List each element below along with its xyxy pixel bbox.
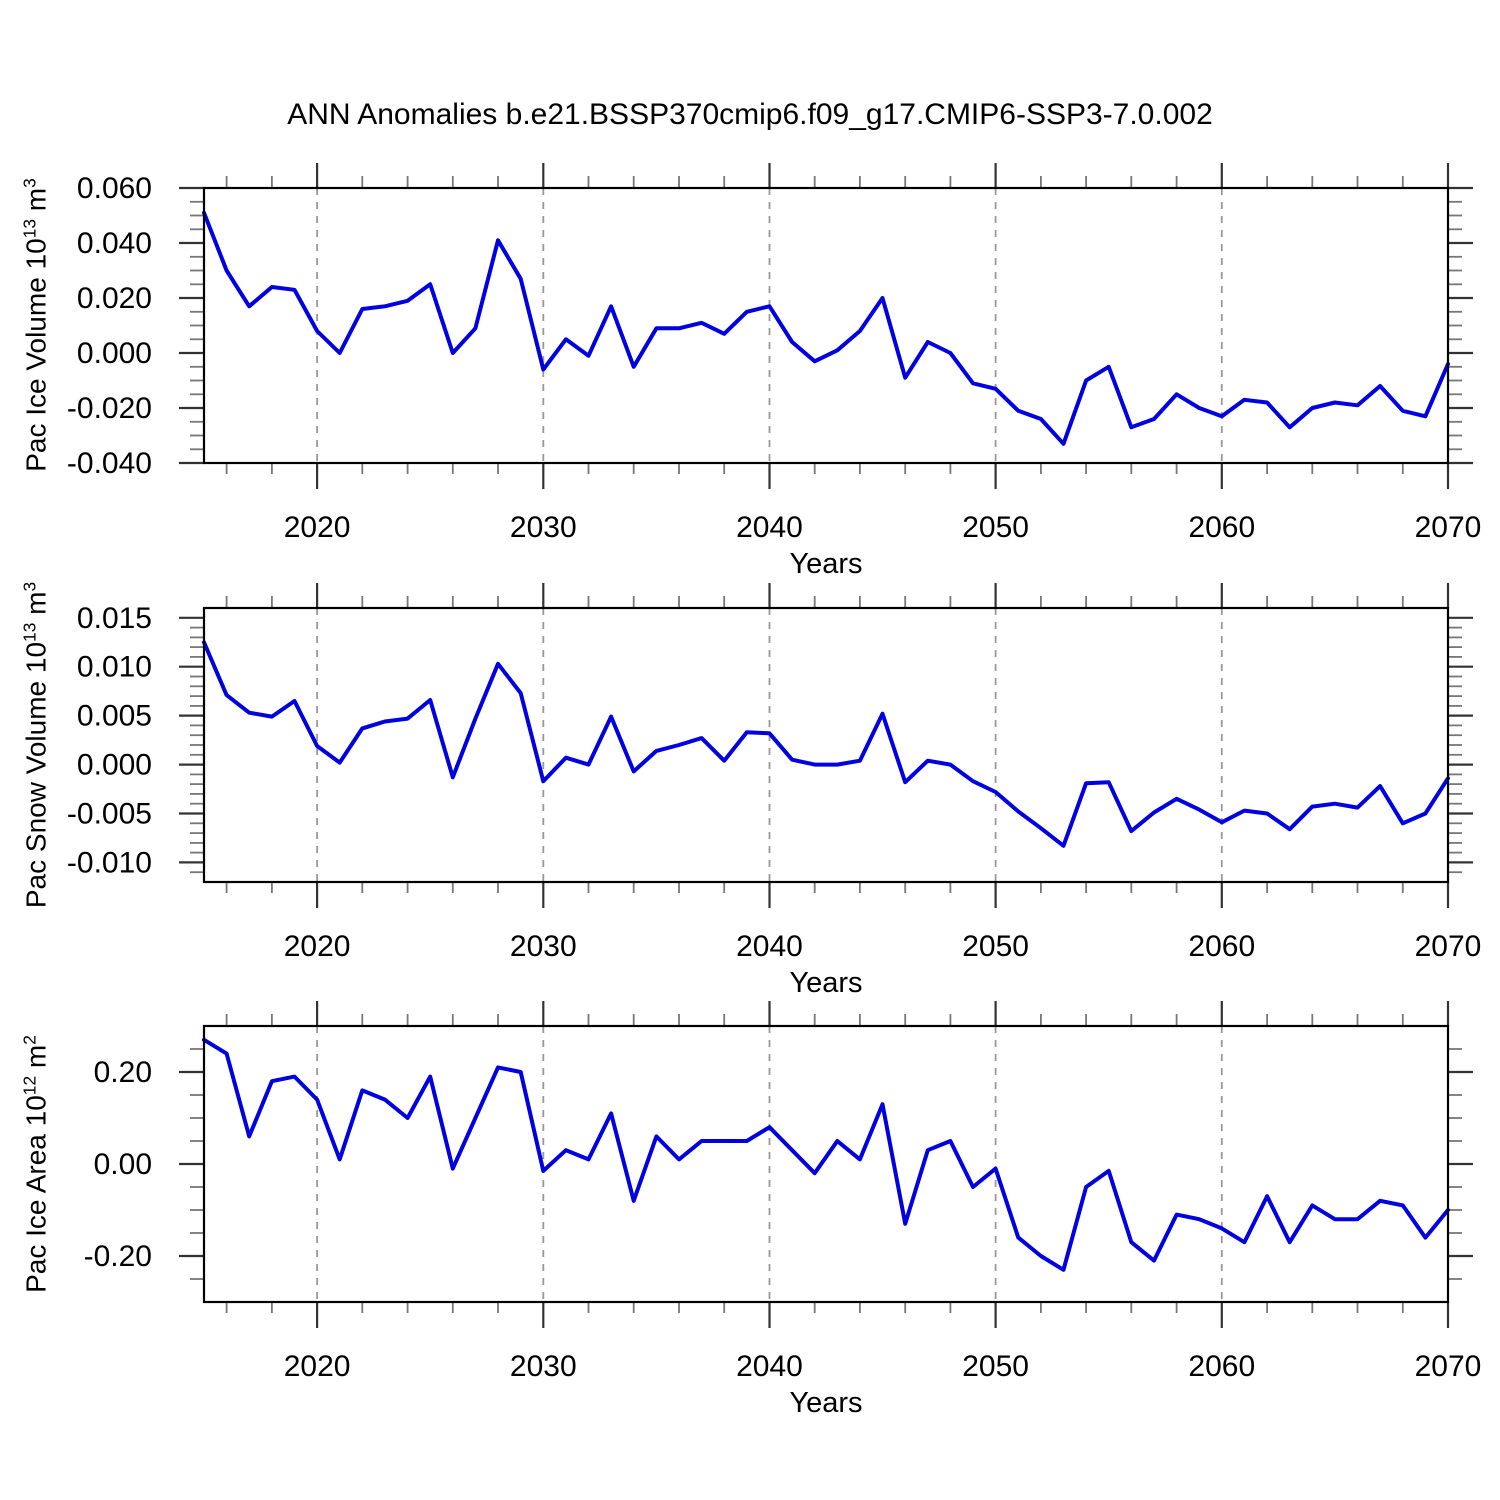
y-axis-label-exponent: 12	[19, 1075, 40, 1096]
y-axis-label-text: Pac Ice Volume 10	[20, 238, 52, 472]
x-tick-label: 2070	[1415, 930, 1482, 963]
x-tick-label: 2070	[1415, 511, 1482, 544]
y-axis-label-exponent: 13	[19, 622, 40, 642]
x-tick-label: 2020	[284, 511, 351, 544]
x-axis-label-snow-volume: Years	[789, 967, 863, 999]
y-axis-label-unit: m	[20, 187, 52, 219]
y-axis-label-ice-area: Pac Ice Area 1012 m2	[19, 1035, 52, 1293]
y-tick-label: -0.020	[67, 392, 152, 425]
y-axis-label-unit-exponent: 2	[19, 1035, 40, 1045]
y-tick-label: 0.020	[77, 282, 152, 315]
y-tick-label: -0.005	[67, 798, 152, 831]
x-tick-label: 2030	[510, 1350, 577, 1383]
y-tick-label: 0.000	[77, 749, 152, 782]
x-tick-label: 2040	[736, 1350, 803, 1383]
y-axis-label-unit: m	[20, 1044, 52, 1076]
y-tick-label: 0.040	[77, 227, 152, 260]
y-axis-label-snow-volume: Pac Snow Volume 1013 m3	[19, 582, 52, 908]
x-tick-label: 2060	[1188, 1350, 1255, 1383]
x-tick-label: 2050	[962, 1350, 1029, 1383]
y-axis-label-text: Pac Snow Volume 10	[20, 641, 52, 909]
x-tick-label: 2050	[962, 930, 1029, 963]
x-tick-label: 2050	[962, 511, 1029, 544]
y-axis-label-ice-volume: Pac Ice Volume 1013 m3	[19, 178, 52, 472]
y-tick-label: 0.20	[94, 1056, 152, 1089]
x-tick-label: 2060	[1188, 930, 1255, 963]
data-line-pac-snow-volume	[202, 640, 1450, 848]
x-axis-label-ice-volume: Years	[789, 548, 863, 580]
y-tick-label: 0.015	[77, 602, 152, 635]
panel-frame	[202, 1024, 1450, 1304]
data-line-pac-ice-area	[202, 1037, 1450, 1272]
y-axis-label-exponent: 13	[19, 218, 40, 239]
data-line-pac-ice-volume	[202, 210, 1450, 446]
x-tick-label: 2040	[736, 511, 803, 544]
x-axis-label-ice-area: Years	[789, 1387, 863, 1419]
y-axis-label-unit-exponent: 3	[19, 581, 40, 592]
y-axis-label-text: Pac Ice Area 10	[20, 1095, 52, 1293]
x-tick-label: 2020	[284, 930, 351, 963]
panel-frame	[202, 606, 1450, 884]
x-tick-label: 2020	[284, 1350, 351, 1383]
x-tick-label: 2030	[510, 511, 577, 544]
x-tick-label: 2060	[1188, 511, 1255, 544]
x-tick-label: 2030	[510, 930, 577, 963]
y-tick-label: 0.060	[77, 172, 152, 205]
y-axis-label-unit-exponent: 3	[19, 178, 40, 188]
y-axis-label-unit: m	[20, 591, 52, 623]
chart-title: ANN Anomalies b.e21.BSSP370cmip6.f09_g17…	[287, 98, 1213, 131]
y-tick-label: 0.00	[94, 1148, 152, 1181]
y-tick-label: 0.010	[77, 651, 152, 684]
y-tick-label: 0.005	[77, 700, 152, 733]
x-tick-label: 2070	[1415, 1350, 1482, 1383]
x-tick-label: 2040	[736, 930, 803, 963]
y-tick-label: -0.20	[84, 1240, 152, 1273]
y-tick-label: 0.000	[77, 337, 152, 370]
y-tick-label: -0.040	[67, 447, 152, 480]
panel-frame	[202, 186, 1450, 465]
y-tick-label: -0.010	[67, 846, 152, 879]
